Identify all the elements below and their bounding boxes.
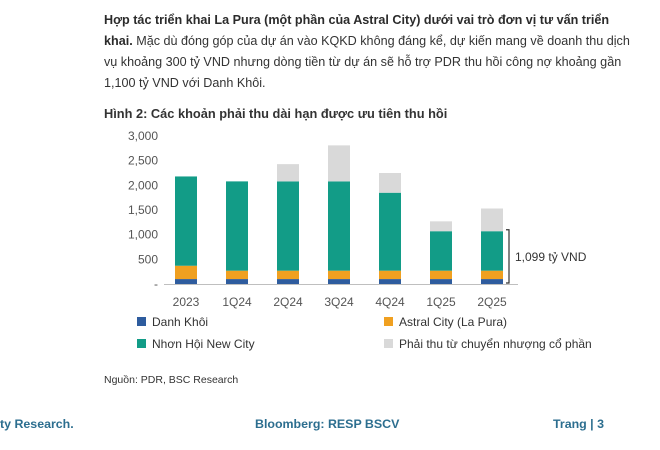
legend-item-astral-city: Astral City (La Pura) xyxy=(384,315,507,329)
body-paragraph: Hợp tác triển khai La Pura (một phần của… xyxy=(104,10,634,94)
x-tick-label: 2Q25 xyxy=(477,295,507,309)
x-tick-label: 3Q24 xyxy=(324,295,354,309)
bar-segment xyxy=(481,270,503,280)
bar-segment xyxy=(379,192,401,271)
legend-item-chuyen-nhuong: Phải thu từ chuyển nhượng cổ phần xyxy=(384,337,592,351)
bar-segment xyxy=(175,265,197,280)
x-tick-label: 1Q25 xyxy=(426,295,456,309)
bar-segment xyxy=(277,279,299,284)
legend-label: Astral City (La Pura) xyxy=(399,315,508,329)
legend-swatch xyxy=(137,339,146,348)
legend-label: Danh Khôi xyxy=(152,315,209,329)
bar-segment xyxy=(430,221,452,232)
y-tick-label: 1,500 xyxy=(128,203,158,217)
y-tick-label: 500 xyxy=(138,252,158,266)
paragraph-lead: Hợp tác triển khai La Pura (một phần của… xyxy=(104,13,610,48)
bar-segment xyxy=(175,176,197,266)
legend-item-nhon-hoi: Nhơn Hội New City xyxy=(137,337,255,351)
legend-swatch xyxy=(137,317,146,326)
bar-segment xyxy=(481,231,503,271)
y-tick-label: 1,000 xyxy=(128,228,158,242)
x-tick-label: 2Q24 xyxy=(273,295,303,309)
bar-segment xyxy=(481,279,503,284)
bar-segment xyxy=(226,270,248,280)
bar-segment xyxy=(481,208,503,232)
y-tick-label: - xyxy=(154,277,158,291)
footer-left: ty Research. xyxy=(0,417,74,431)
bar-segment xyxy=(226,279,248,284)
annotation-bracket xyxy=(506,229,510,284)
bar-segment xyxy=(379,279,401,284)
bar-segment xyxy=(277,181,299,271)
bar-segment xyxy=(328,181,350,271)
x-tick-label: 2023 xyxy=(173,295,200,309)
paragraph-text: Mặc dù đóng góp của dự án vào KQKD không… xyxy=(104,34,630,90)
bar-segment xyxy=(379,173,401,193)
x-tick-label: 1Q24 xyxy=(222,295,252,309)
bar-segment xyxy=(430,279,452,284)
annotation-label: 1,099 tỷ VND xyxy=(515,250,587,264)
footer-center: Bloomberg: RESP BSCV xyxy=(255,417,400,431)
y-tick-label: 2,500 xyxy=(128,154,158,168)
legend-swatch xyxy=(384,339,393,348)
legend-swatch xyxy=(384,317,393,326)
bar-segment xyxy=(430,231,452,271)
legend-item-danh-khoi: Danh Khôi xyxy=(137,315,208,329)
footer-page-number: Trang | 3 xyxy=(553,417,604,431)
bar-segment xyxy=(328,145,350,182)
y-tick-label: 3,000 xyxy=(128,129,158,143)
legend-label: Nhơn Hội New City xyxy=(152,337,255,351)
figure-title: Hình 2: Các khoản phải thu dài hạn được … xyxy=(104,106,448,121)
bar-segment xyxy=(430,270,452,280)
legend-label: Phải thu từ chuyển nhượng cổ phần xyxy=(399,337,592,351)
bar-segment xyxy=(379,270,401,280)
bar-segment xyxy=(175,279,197,284)
y-tick-label: 2,000 xyxy=(128,178,158,192)
bar-segment xyxy=(226,181,248,271)
bar-segment xyxy=(277,270,299,280)
source-note: Nguồn: PDR, BSC Research xyxy=(104,374,239,386)
stacked-bar-chart: - 500 1,000 1,500 2,000 2,500 3,000 2023 1Q24 2Q2… xyxy=(128,129,587,309)
bar-segment xyxy=(328,279,350,284)
bar-segment xyxy=(277,164,299,182)
x-tick-label: 4Q24 xyxy=(375,295,405,309)
bar-segment xyxy=(328,270,350,280)
